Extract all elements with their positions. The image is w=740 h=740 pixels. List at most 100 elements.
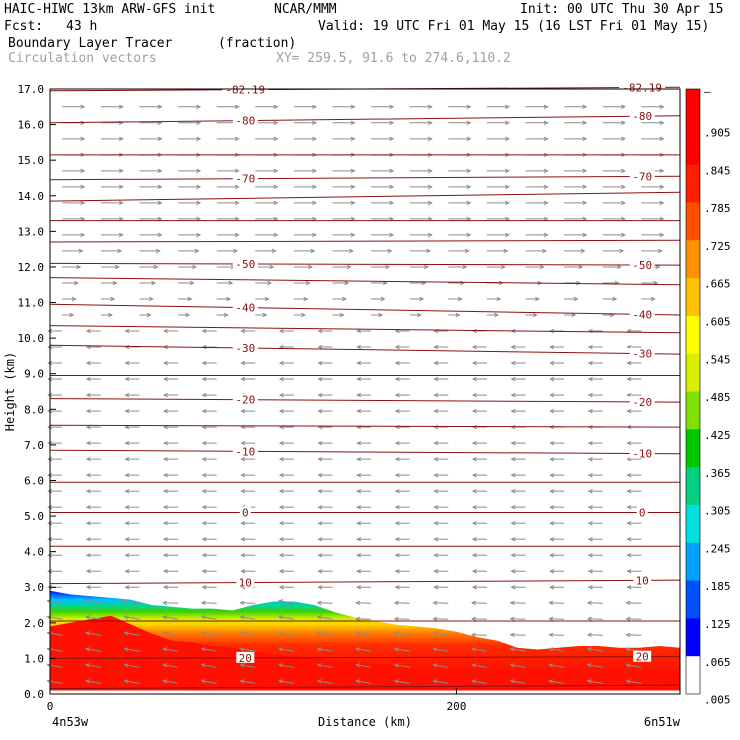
- y-tick-label: 12.0: [18, 261, 45, 274]
- wind-vector-head: [234, 216, 240, 222]
- wind-vector-head: [587, 392, 593, 398]
- wind-vector-head: [509, 616, 515, 622]
- wind-vector-head: [124, 553, 130, 558]
- wind-vector-head: [505, 168, 511, 174]
- wind-vector-head: [239, 600, 245, 606]
- contour-label: 0: [242, 507, 249, 520]
- wind-vector-head: [264, 296, 270, 302]
- wind-vector-head: [277, 615, 284, 620]
- colorbar-label: .605: [704, 316, 731, 329]
- y-tick-label: 14.0: [18, 190, 45, 203]
- wind-vector-head: [185, 312, 191, 318]
- contour-label-bg: [629, 347, 655, 359]
- wind-vector-head: [385, 264, 391, 270]
- wind-vector-head: [228, 280, 234, 286]
- wind-vector-head: [510, 440, 516, 446]
- wind-vector-head: [426, 248, 432, 254]
- wind-vector-head: [626, 585, 632, 590]
- wind-vector-head: [278, 472, 284, 478]
- wind-vector-head: [85, 569, 91, 574]
- wind-vector-head: [542, 248, 548, 254]
- wind-vector-head: [339, 312, 345, 318]
- left-endpoint-label: 4n53w: [52, 715, 89, 729]
- wind-vector: [85, 680, 101, 684]
- wind-vector: [510, 634, 526, 636]
- colorbar-swatch: [686, 504, 700, 544]
- wind-vector-head: [201, 569, 207, 574]
- wind-vector-head: [470, 663, 477, 668]
- wind-vector-head: [578, 264, 584, 270]
- wind-vector: [356, 680, 372, 684]
- wind-vector-head: [471, 504, 477, 510]
- wind-vector-head: [277, 599, 284, 604]
- wind-vector-head: [234, 168, 240, 174]
- y-tick-label: 0.0: [24, 688, 44, 701]
- contour-label: 20: [239, 652, 252, 665]
- wind-vector-head: [239, 679, 245, 684]
- wind-vector: [240, 632, 256, 636]
- wind-vector: [587, 680, 603, 684]
- wind-vector-head: [586, 600, 592, 606]
- wind-vector-head: [505, 136, 511, 142]
- wind-vector-head: [201, 553, 207, 558]
- wind-vector-head: [510, 585, 516, 590]
- wind-vector-head: [470, 600, 477, 606]
- wind-vector-head: [162, 360, 168, 366]
- wind-vector-head: [356, 376, 362, 382]
- wind-vector-head: [387, 248, 393, 254]
- contour-label: -50: [632, 259, 652, 272]
- wind-vector-head: [312, 120, 318, 125]
- contour-label: -20: [632, 396, 652, 409]
- wind-vector-head: [427, 136, 433, 142]
- wind-vector-head: [548, 679, 554, 684]
- wind-vector-head: [356, 408, 362, 414]
- contour-label: -30: [235, 342, 255, 355]
- wind-vector-head: [471, 488, 477, 494]
- wind-vector-head: [80, 184, 86, 190]
- wind-vector-head: [124, 569, 130, 574]
- contour-label-bg: [629, 447, 655, 459]
- wind-vector-head: [85, 537, 91, 542]
- temperature-contour: [49, 684, 681, 690]
- wind-vector: [163, 664, 179, 668]
- wind-vector-head: [626, 472, 632, 478]
- colorbar-swatch: [686, 429, 700, 468]
- wind-vector-head: [317, 504, 323, 510]
- wind-vector-head: [576, 280, 582, 286]
- colorbar-swatch: [686, 353, 700, 392]
- wind-vector-head: [196, 168, 202, 174]
- wind-vector-head: [494, 312, 500, 318]
- colorbar-label: .005: [704, 694, 731, 707]
- wind-vector-head: [582, 232, 588, 238]
- wind-vector-head: [85, 328, 91, 334]
- wind-vector-head: [471, 344, 477, 350]
- wind-vector-head: [234, 232, 240, 238]
- wind-vector-head: [650, 296, 656, 302]
- wind-vector-head: [509, 679, 515, 684]
- wind-vector-head: [394, 440, 400, 446]
- wind-vector-head: [162, 472, 168, 478]
- wind-vector-head: [85, 440, 91, 446]
- wind-vector-head: [196, 232, 202, 238]
- wind-vector-head: [394, 376, 400, 382]
- wind-vector: [278, 648, 294, 652]
- wind-vector-head: [278, 360, 284, 366]
- wind-vector: [510, 648, 526, 652]
- wind-vector-head: [586, 647, 592, 652]
- wind-vector-head: [240, 440, 246, 446]
- wind-vector-head: [586, 663, 592, 668]
- wind-vector-head: [433, 537, 439, 542]
- wind-vector-head: [273, 216, 279, 222]
- wind-vector-head: [201, 328, 207, 334]
- wind-vector-head: [226, 296, 232, 302]
- wind-vector: [549, 664, 565, 668]
- colorbar-frame: [685, 88, 701, 695]
- wind-vector-head: [273, 104, 279, 109]
- contour-label-bg: [232, 172, 258, 184]
- wind-vector: [394, 648, 410, 652]
- wind-vector-head: [548, 663, 554, 668]
- colorbar-swatch: [686, 278, 700, 317]
- wind-vector-head: [466, 216, 472, 222]
- wind-vector-head: [162, 679, 168, 684]
- wind-vector-head: [625, 679, 631, 684]
